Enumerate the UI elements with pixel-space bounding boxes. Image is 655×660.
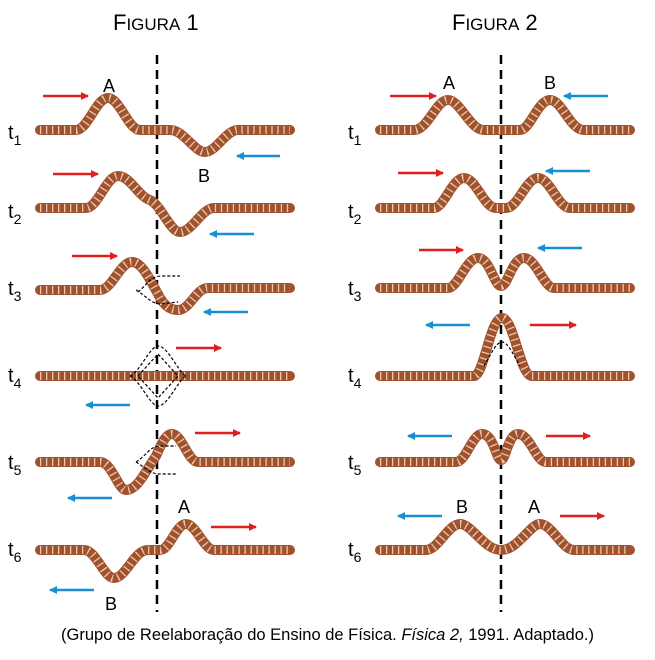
- figure-2-rope-t5: [375, 429, 635, 467]
- figure-2-time-label-t3: t3: [348, 278, 362, 304]
- figure-1-t5-dotted-pulse-b: [135, 461, 176, 475]
- figure-1-t1-pulse-label-a: A: [103, 76, 115, 96]
- figure-1-t3-dotted-pulse-b: [135, 289, 179, 305]
- figure-2-time-label-t5: t5: [348, 452, 362, 478]
- figure-1-rope-t1: [35, 93, 295, 157]
- figure-2-time-label-t1: t1: [348, 122, 362, 148]
- figure-1-t4-dotted-pulse-b: [129, 375, 187, 407]
- caption-prefix: (Grupo de Reelaboração do Ensino de Físi…: [61, 626, 402, 644]
- figure-1-time-label-t4: t4: [8, 365, 22, 391]
- figure-1-t4-dotted-pulse-a: [129, 345, 187, 377]
- figure-2-t1-pulse-label-a: A: [443, 73, 455, 93]
- caption-suffix: 1991. Adaptado.): [463, 626, 594, 644]
- figure-2-rope-t6: [375, 519, 635, 555]
- figure-1-rope-t2: [35, 171, 295, 237]
- figure-2-time-label-t2: t2: [348, 201, 362, 227]
- figure-1-rope-t5: [35, 429, 295, 495]
- figure-2-arrows: [390, 92, 608, 520]
- figure-1-time-label-t3: t3: [8, 278, 22, 304]
- figure-2-t1-pulse-label-b: B: [544, 73, 556, 93]
- figure-1-t5-dotted-pulse-a: [135, 445, 176, 463]
- figure-1-rope-t3: [35, 257, 295, 315]
- figure-2-rope-t3: [375, 253, 635, 293]
- figure-1-t6-pulse-label-a: A: [178, 497, 190, 517]
- figure-1-time-label-t5: t5: [8, 452, 22, 478]
- caption-italic-title: Física 2,: [401, 626, 464, 644]
- figure-2-rope-t1: [375, 95, 635, 135]
- ropes-layer: [35, 93, 635, 583]
- figure-1-t6-pulse-label-b: B: [105, 594, 117, 614]
- figure-1-time-label-t2: t2: [8, 201, 22, 227]
- figure-1-rope-t6: [35, 519, 295, 583]
- figure-2-rope-t2: [375, 173, 635, 213]
- figure-2-t6-pulse-label-b: B: [456, 497, 468, 517]
- figure-1-title: FIGURA 1: [113, 10, 199, 35]
- figure-2-t6-pulse-label-a: A: [528, 497, 540, 517]
- figure-2-time-label-t4: t4: [348, 365, 362, 391]
- figure-2-t4-dotted-pulse: [483, 341, 521, 367]
- figure-1-t3-dotted-pulse-a: [137, 275, 180, 293]
- figure-2-rope-t4: [375, 313, 635, 381]
- source-caption: (Grupo de Reelaboração do Ensino de Físi…: [0, 626, 655, 645]
- dotted-overlays-layer: [129, 275, 521, 475]
- figure-1-time-label-t6: t6: [8, 539, 22, 565]
- figure-1-time-label-t1: t1: [8, 122, 22, 148]
- figure-1-arrows: [43, 92, 280, 594]
- figure-2-time-label-t6: t6: [348, 539, 362, 565]
- figure-1-t1-pulse-label-b: B: [198, 166, 210, 186]
- figure-2-title: FIGURA 2: [452, 10, 538, 35]
